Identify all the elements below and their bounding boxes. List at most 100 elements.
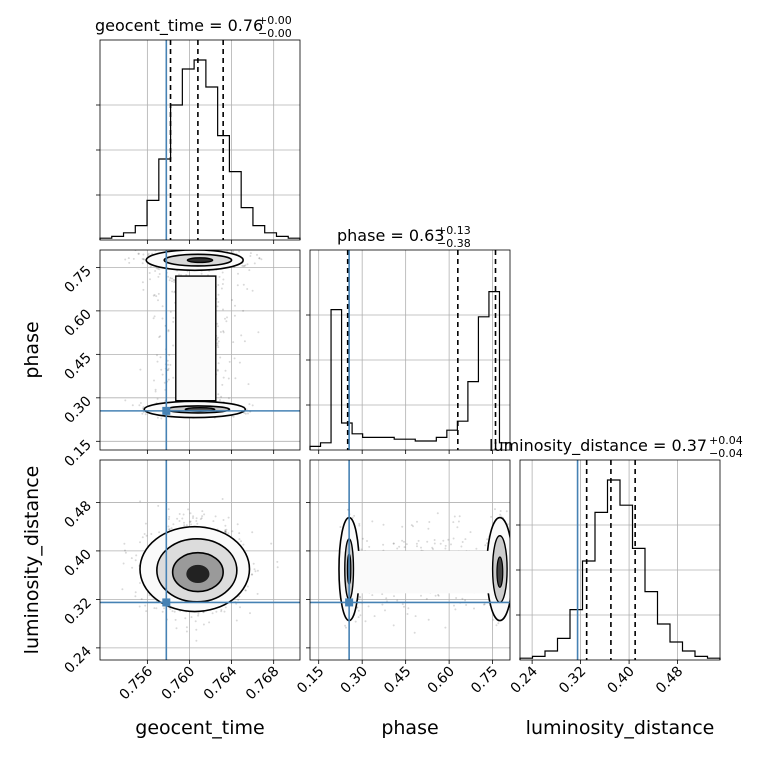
sample-point [433, 539, 436, 541]
sample-point [218, 275, 221, 278]
sample-point [456, 526, 459, 529]
y-tick-label-phase: 0.15 [61, 437, 94, 470]
sample-point [371, 594, 374, 597]
sample-point [171, 610, 174, 613]
sample-point [195, 520, 198, 522]
sample-point [222, 330, 225, 333]
sample-point [140, 598, 143, 600]
sample-point [167, 508, 170, 511]
sample-point [221, 498, 224, 500]
sample-point [158, 336, 161, 339]
sample-point [160, 368, 163, 371]
sample-point [163, 607, 166, 610]
x-tick-label-geocent_time: 0.760 [159, 664, 199, 704]
contour-inner [186, 257, 214, 264]
sample-point [385, 597, 388, 600]
hist-panel-luminosity_distance [516, 459, 721, 664]
histogram-geocent_time [99, 59, 301, 240]
sample-point [246, 263, 249, 266]
sample-point [168, 528, 170, 531]
sample-point [134, 559, 137, 562]
sample-point [149, 278, 151, 281]
sample-point [185, 626, 188, 629]
sample-point [217, 346, 220, 349]
sample-point [353, 514, 356, 517]
sample-point [216, 336, 219, 339]
sample-point [139, 541, 141, 544]
sample-point [465, 604, 468, 606]
sample-point [185, 524, 188, 527]
sample-point [406, 613, 409, 615]
sample-point [131, 404, 134, 407]
y-axis-label-phase: phase [21, 321, 43, 378]
sample-point [392, 624, 395, 627]
sample-point [178, 273, 180, 276]
sample-point [189, 521, 192, 523]
sample-point [354, 620, 357, 623]
sample-point [450, 543, 452, 546]
sample-point [276, 566, 279, 569]
sample-point [403, 540, 405, 543]
sample-point [442, 539, 445, 542]
sample-point [242, 283, 245, 286]
contour-bridge [353, 550, 490, 594]
sample-point [219, 399, 221, 401]
y-tick-label-phase: 0.30 [61, 393, 94, 426]
sample-point [225, 528, 228, 531]
sample-point [495, 624, 498, 627]
sample-point [168, 528, 171, 531]
sample-point [169, 310, 172, 313]
sample-point [356, 606, 359, 609]
sample-point [249, 252, 252, 255]
sample-point [371, 520, 374, 523]
hist-frame-luminosity_distance [519, 459, 721, 661]
sample-point [122, 562, 125, 565]
sample-point [401, 539, 404, 542]
sample-point [427, 618, 430, 621]
sample-point [232, 250, 235, 253]
sample-point [224, 530, 227, 533]
sample-point [233, 314, 236, 317]
sample-point [458, 515, 461, 518]
sample-point [174, 618, 177, 621]
sample-point [428, 521, 431, 523]
x-tick-label-geocent_time: 0.764 [201, 663, 241, 703]
panel-content [121, 498, 279, 642]
sample-point [248, 403, 251, 406]
sample-point [425, 597, 428, 600]
sample-point [154, 270, 157, 272]
histogram-luminosity_distance [519, 479, 721, 660]
sample-point [132, 257, 135, 260]
sample-point [224, 530, 227, 533]
sample-point [357, 616, 360, 619]
sample-point [144, 522, 147, 525]
sample-point [183, 524, 186, 527]
sample-point [444, 547, 447, 550]
sample-point [444, 626, 447, 629]
sample-point [461, 597, 464, 600]
sample-point [247, 383, 250, 386]
sample-point [392, 542, 395, 545]
truth-marker [162, 598, 171, 607]
hist-frame-phase [309, 249, 511, 451]
y-tick-label-phase: 0.75 [61, 263, 94, 296]
sample-point [228, 360, 231, 363]
sample-point [144, 413, 147, 416]
sample-point [256, 592, 259, 595]
sample-point [150, 533, 153, 535]
sample-point [130, 557, 133, 560]
sample-point [457, 520, 460, 523]
sample-point [158, 268, 161, 271]
sample-point [160, 417, 163, 420]
sample-point [413, 631, 416, 634]
sample-point [231, 530, 234, 533]
sample-point [227, 397, 230, 400]
sample-point [172, 376, 175, 379]
x-tick-label-luminosity_distance: 0.32 [556, 664, 589, 697]
sample-point [143, 258, 145, 261]
title-luminosity_distance: luminosity_distance = 0.37 [489, 436, 707, 456]
sample-point [431, 546, 434, 549]
sample-point [497, 622, 500, 625]
sample-point [173, 279, 176, 282]
sample-point [142, 258, 145, 261]
